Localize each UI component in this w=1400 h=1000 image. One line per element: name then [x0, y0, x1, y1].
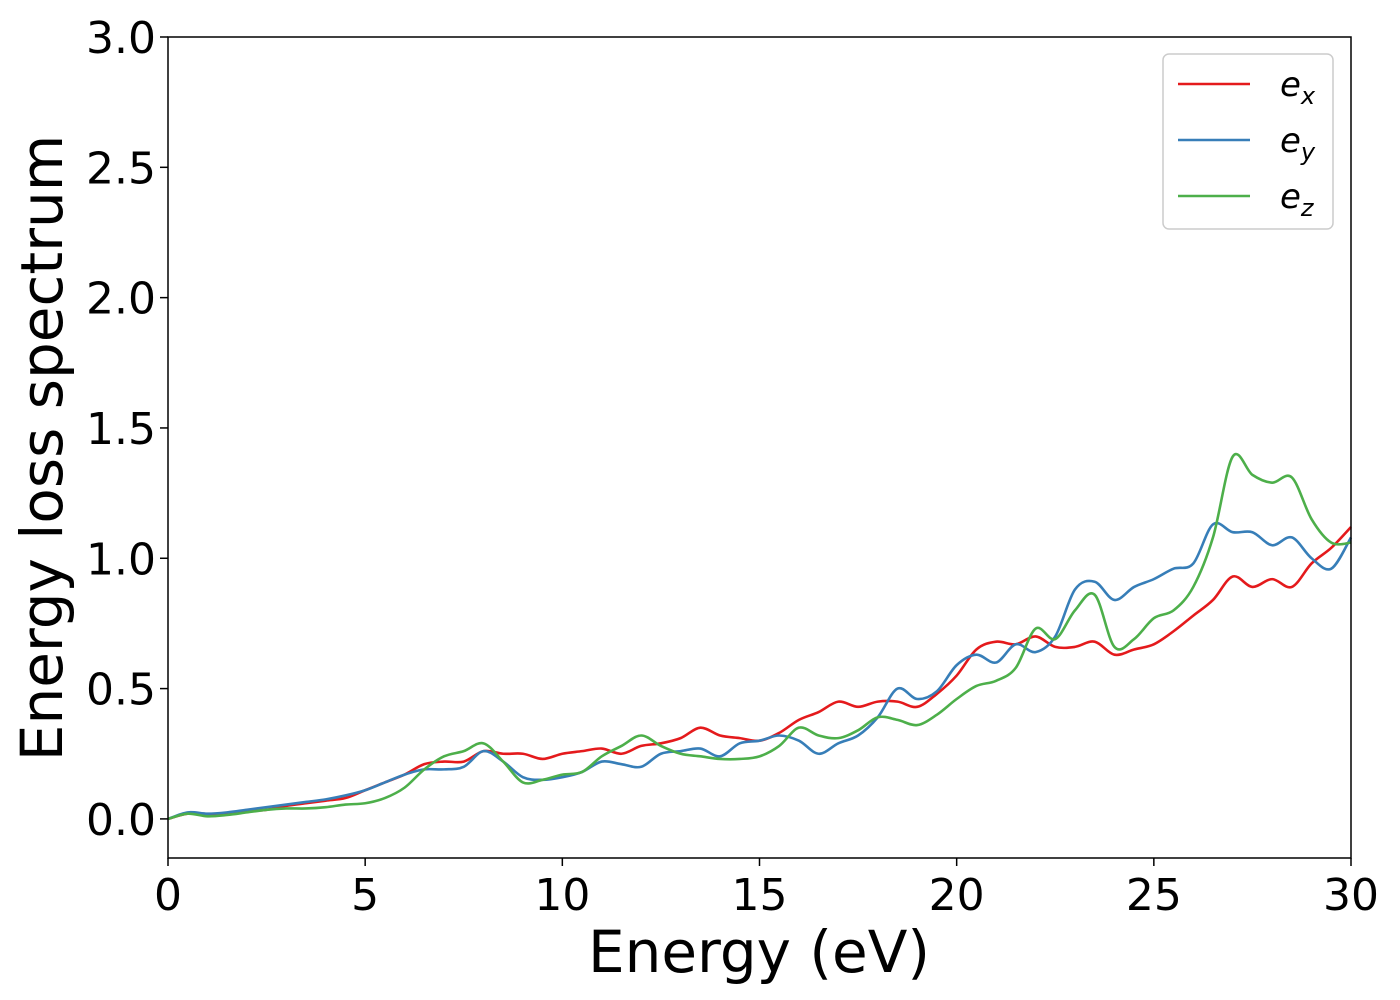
legend-label-base: e: [1280, 177, 1301, 217]
legend-label-base: e: [1280, 121, 1301, 161]
plot-background: [168, 37, 1351, 858]
legend-label-y: ey: [1280, 121, 1316, 166]
x-tick-label: 0: [154, 870, 182, 921]
y-tick-label: 0.5: [86, 665, 156, 716]
y-tick-label: 1.0: [86, 534, 156, 585]
x-tick-label: 5: [351, 870, 379, 921]
legend-label-subscript: z: [1300, 194, 1315, 222]
legend-box: [1162, 53, 1334, 230]
y-tick-label: 3.0: [86, 13, 156, 64]
x-axis-label: Energy (eV): [588, 918, 930, 986]
x-tick-label: 15: [732, 870, 788, 921]
x-tick-label: 25: [1126, 870, 1182, 921]
series-layer: [167, 452, 1353, 821]
x-axis-ticks: 0 5 10 15 20 25 30: [154, 858, 1379, 921]
y-tick-label: 2.5: [86, 143, 156, 194]
y-tick-label: 0.0: [86, 795, 156, 846]
series-line-y: [167, 521, 1353, 821]
legend-label-subscript: x: [1300, 82, 1316, 110]
x-tick-label: 20: [929, 870, 985, 921]
y-axis-label: Energy loss spectrum: [8, 135, 76, 761]
x-tick-label: 30: [1323, 870, 1379, 921]
y-tick-label: 2.0: [86, 274, 156, 325]
legend-label-z: ez: [1280, 177, 1315, 222]
y-axis-ticks: 0.0 0.5 1.0 1.5 2.0 2.5 3.0: [86, 13, 168, 846]
legend-label-subscript: y: [1300, 138, 1316, 166]
legend-label-x: ex: [1280, 65, 1316, 110]
x-tick-label: 10: [534, 870, 590, 921]
legend-label-base: e: [1280, 65, 1301, 105]
y-tick-label: 1.5: [86, 404, 156, 455]
series-line-z: [167, 452, 1352, 821]
